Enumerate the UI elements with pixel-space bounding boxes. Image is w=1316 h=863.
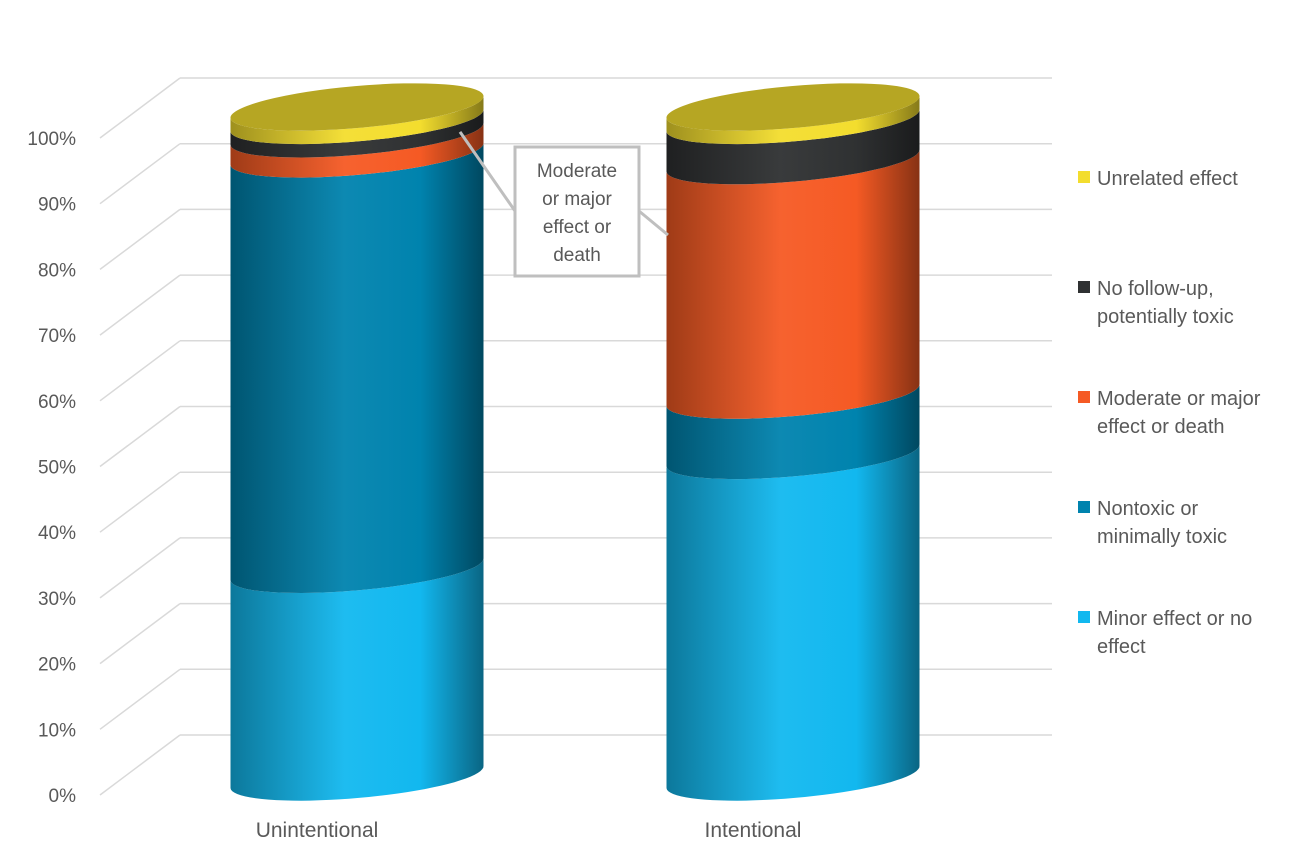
gridline-depth bbox=[99, 734, 181, 796]
gridline-depth bbox=[99, 602, 181, 665]
callout-layer: Moderate or major effect or death bbox=[458, 130, 669, 278]
legend-item-no-follow-up-potentially-toxic: No follow-up, potentially toxic bbox=[1078, 278, 1234, 328]
legend: Unrelated effect No follow-up, potentially… bbox=[1078, 168, 1261, 658]
y-tick-label: 10% bbox=[38, 720, 76, 741]
legend-item-unrelated-effect: Unrelated effect bbox=[1078, 168, 1238, 190]
y-tick-label: 60% bbox=[38, 392, 76, 413]
bar-segment-moderate-or-major-effect-or-death bbox=[230, 122, 484, 178]
gridline-depth bbox=[99, 143, 181, 205]
axis-layer: 0% 10% 20% 30% 40% 50% 60% 70% 80% 90% 100% Uninten… bbox=[27, 129, 801, 842]
bar-segment-nontoxic-or-minimally-toxic bbox=[666, 384, 920, 480]
legend-label: Minor effect or no effect bbox=[1097, 608, 1252, 658]
bar-segment-minor-effect-or-no-effect bbox=[230, 558, 484, 801]
y-tick-label: 20% bbox=[38, 655, 76, 676]
gridline-depth bbox=[99, 471, 181, 533]
gridline-depth bbox=[99, 537, 181, 599]
bar-segment-minor-effect-or-no-effect bbox=[666, 444, 920, 801]
bar-segment-nontoxic-or-minimally-toxic bbox=[230, 142, 484, 594]
y-tick-label: 0% bbox=[49, 786, 77, 807]
legend-label: Moderate or major effect or death bbox=[1097, 388, 1261, 438]
y-tick-label: 70% bbox=[38, 326, 76, 347]
y-tick-label: 100% bbox=[27, 129, 76, 150]
x-tick-label: Unintentional bbox=[256, 819, 379, 842]
bars-layer bbox=[230, 83, 920, 801]
callout-box bbox=[513, 145, 641, 278]
legend-label: Nontoxic or minimally toxic bbox=[1097, 498, 1227, 548]
gridline-depth bbox=[99, 405, 181, 468]
callout-leader-line bbox=[458, 130, 517, 212]
legend-item-nontoxic-or-minimally-toxic: Nontoxic or minimally toxic bbox=[1078, 498, 1227, 548]
bar-unintentional bbox=[230, 83, 484, 801]
bar-segment-unrelated-effect bbox=[230, 95, 484, 145]
callout-label: Moderate or major effect or death bbox=[537, 161, 617, 266]
y-tick-label: 90% bbox=[38, 195, 76, 216]
bar-segment-no-follow-up-potentially-toxic bbox=[666, 109, 920, 185]
legend-swatch bbox=[1078, 501, 1090, 513]
callout-leader-line bbox=[638, 209, 669, 237]
bar-top-cap bbox=[666, 83, 920, 131]
y-tick-label: 30% bbox=[38, 589, 76, 610]
legend-label: No follow-up, potentially toxic bbox=[1097, 278, 1234, 328]
gridline-depth bbox=[99, 208, 181, 270]
legend-swatch bbox=[1078, 171, 1090, 183]
bar-segment-moderate-or-major-effect-or-death bbox=[666, 149, 920, 419]
bar-segment-unrelated-effect bbox=[666, 95, 920, 145]
legend-swatch bbox=[1078, 611, 1090, 623]
gridline-depth bbox=[99, 274, 181, 336]
bar-segment-no-follow-up-potentially-toxic bbox=[230, 109, 484, 158]
legend-item-minor-effect-or-no-effect: Minor effect or no effect bbox=[1078, 608, 1252, 658]
legend-swatch bbox=[1078, 391, 1090, 403]
gridline-depth bbox=[99, 668, 181, 730]
y-tick-label: 50% bbox=[38, 458, 76, 479]
gridline-depth bbox=[99, 340, 181, 402]
y-tick-label: 80% bbox=[38, 260, 76, 281]
legend-label: Unrelated effect bbox=[1097, 168, 1238, 190]
bar-intentional bbox=[666, 83, 920, 801]
y-tick-label: 40% bbox=[38, 523, 76, 544]
legend-item-moderate-or-major-effect-or-death: Moderate or major effect or death bbox=[1078, 388, 1261, 438]
bar-top-cap bbox=[230, 83, 484, 131]
gridline-depth bbox=[99, 77, 181, 139]
legend-swatch bbox=[1078, 281, 1090, 293]
x-tick-label: Intentional bbox=[705, 819, 802, 842]
